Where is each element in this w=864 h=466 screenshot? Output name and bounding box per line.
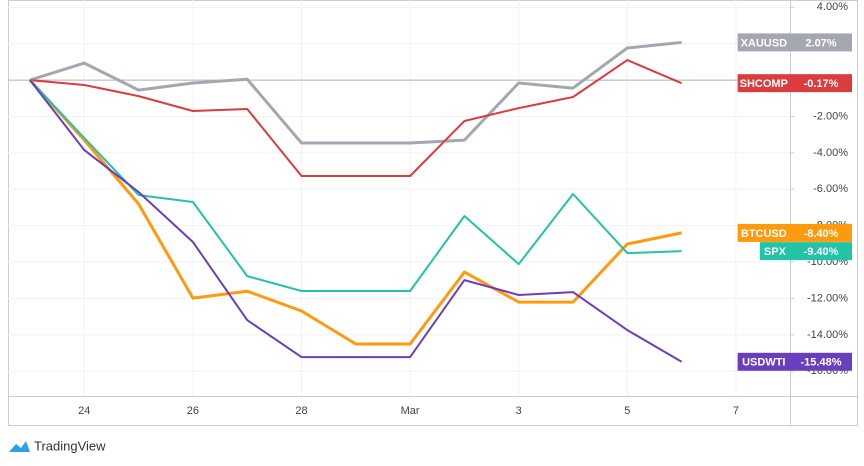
y-tick-label: -4.00% bbox=[813, 147, 848, 159]
value-label: 2.07% bbox=[805, 37, 836, 49]
value-label: -15.48% bbox=[801, 357, 842, 369]
logo-icon bbox=[9, 441, 30, 452]
legend-name: SHCOMP bbox=[740, 78, 788, 90]
value-badge bbox=[790, 74, 852, 93]
value-label: -9.40% bbox=[804, 246, 839, 258]
legend-name: XAUUSD bbox=[741, 37, 788, 49]
value-label: -8.40% bbox=[804, 228, 839, 240]
value-badge bbox=[790, 223, 852, 242]
y-tick-label: -12.00% bbox=[807, 292, 848, 304]
x-tick-label: 3 bbox=[516, 405, 522, 417]
series-line bbox=[28, 79, 682, 346]
series-line bbox=[29, 79, 683, 363]
x-tick-label: 28 bbox=[295, 405, 307, 417]
x-tick-label: Mar bbox=[401, 405, 420, 417]
series-line bbox=[29, 59, 682, 177]
x-tick-label: 7 bbox=[733, 405, 739, 417]
y-tick-label: -6.00% bbox=[813, 183, 848, 195]
brand: TradingView bbox=[34, 438, 106, 453]
legend-badge bbox=[737, 352, 790, 371]
value-badge bbox=[790, 33, 852, 52]
series-line bbox=[29, 40, 682, 145]
value-badge bbox=[790, 352, 852, 371]
series-line bbox=[29, 79, 682, 292]
legend-badge bbox=[737, 74, 790, 93]
legend-badge bbox=[759, 242, 790, 261]
chart-frame bbox=[8, 0, 858, 426]
legend-badge bbox=[737, 33, 790, 52]
y-tick-label: -2.00% bbox=[813, 110, 848, 122]
x-tick-label: 24 bbox=[78, 405, 90, 417]
logo: TradingView bbox=[9, 438, 106, 453]
x-tick-label: 26 bbox=[187, 405, 199, 417]
x-tick-label: 5 bbox=[624, 405, 630, 417]
y-tick-label: -14.00% bbox=[807, 329, 848, 341]
legend-name: BTCUSD bbox=[741, 228, 787, 240]
legend-name: USDWTI bbox=[742, 357, 785, 369]
value-badge bbox=[790, 242, 852, 261]
value-label: -0.17% bbox=[804, 78, 839, 90]
y-tick-label: 4.00% bbox=[817, 1, 848, 13]
legend-badge bbox=[737, 223, 790, 242]
legend-name: SPX bbox=[764, 246, 787, 258]
